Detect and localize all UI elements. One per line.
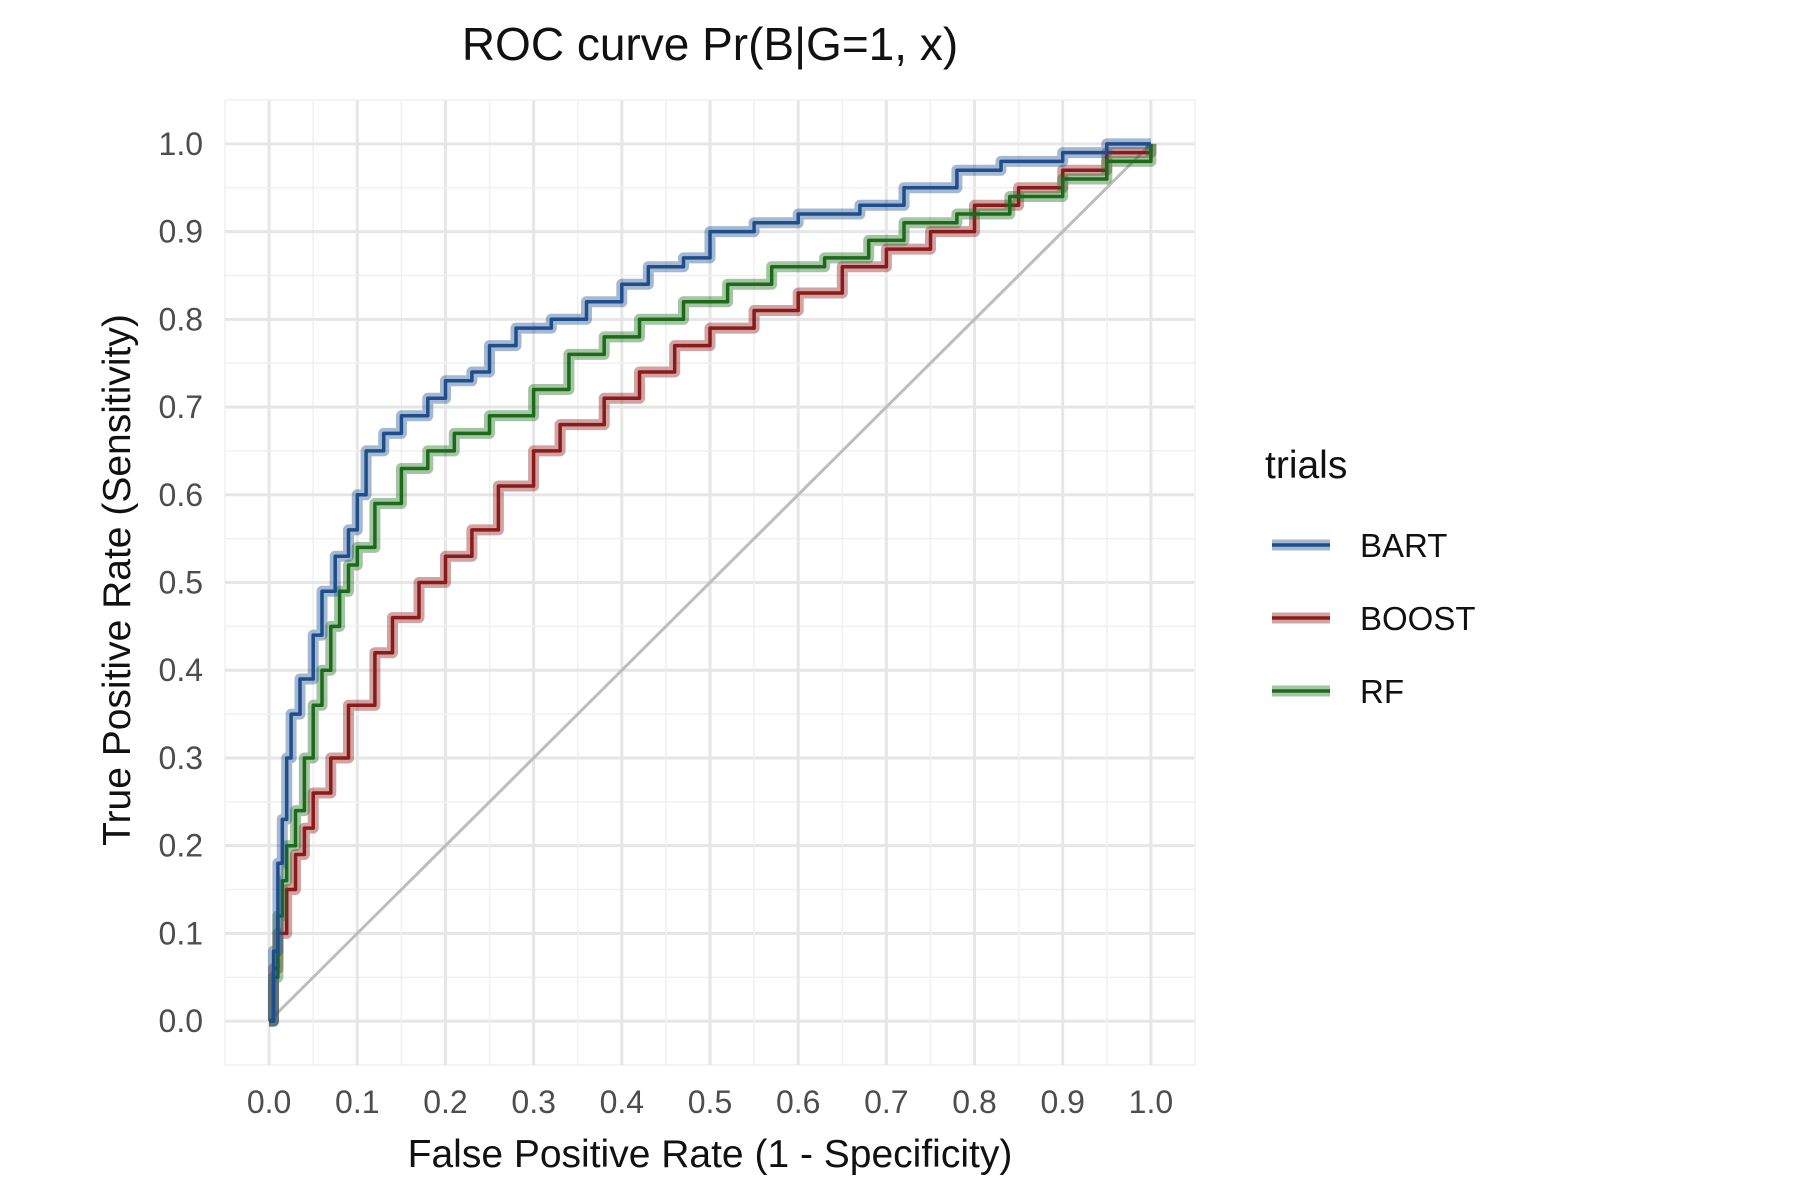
y-tick-label: 0.9 [159,214,203,250]
x-axis-label: False Positive Rate (1 - Specificity) [408,1133,1013,1176]
diagonal-reference-line [268,142,1152,1023]
x-axis-ticks: 0.0 0.1 0.2 0.3 0.4 0.5 0.6 0.7 0.8 0.9 1.0 [247,1084,1173,1120]
x-tick-label: 0.7 [864,1084,908,1120]
y-tick-label: 0.2 [159,828,203,864]
y-axis-ticks: 0.0 0.1 0.2 0.3 0.4 0.5 0.6 0.7 0.8 0.9 1.0 [159,126,203,1039]
y-axis-label: True Positive Rate (Sensitivity) [96,314,139,846]
reference-line [268,142,1152,1023]
y-tick-label: 1.0 [159,126,203,162]
y-tick-label: 0.1 [159,915,203,951]
x-tick-label: 0.3 [511,1084,555,1120]
y-tick-label: 0.0 [159,1003,203,1039]
x-tick-label: 0.4 [600,1084,644,1120]
y-tick-label: 0.4 [159,652,203,688]
x-tick-label: 0.9 [1040,1084,1084,1120]
y-tick-label: 0.3 [159,740,203,776]
legend-title: trials [1265,444,1347,487]
x-tick-label: 1.0 [1129,1084,1173,1120]
x-tick-label: 0.8 [952,1084,996,1120]
legend-label-bart: BART [1360,527,1447,564]
x-tick-label: 0.6 [776,1084,820,1120]
y-tick-label: 0.5 [159,565,203,601]
chart-title: ROC curve Pr(B|G=1, x) [462,18,958,70]
x-tick-label: 0.2 [423,1084,467,1120]
legend: BART BOOST RF [1272,527,1476,710]
series-layer [268,138,1157,1027]
y-tick-label: 0.8 [159,301,203,337]
legend-label-boost: BOOST [1360,600,1476,637]
series-line-bart [269,142,1151,1023]
y-tick-label: 0.6 [159,477,203,513]
x-tick-label: 0.5 [688,1084,732,1120]
series-line-rf [269,143,1153,1023]
y-tick-label: 0.7 [159,389,203,425]
legend-label-rf: RF [1360,673,1404,710]
x-tick-label: 0.0 [247,1084,291,1120]
x-tick-label: 0.1 [335,1084,379,1120]
series-line-boost [269,143,1153,1023]
